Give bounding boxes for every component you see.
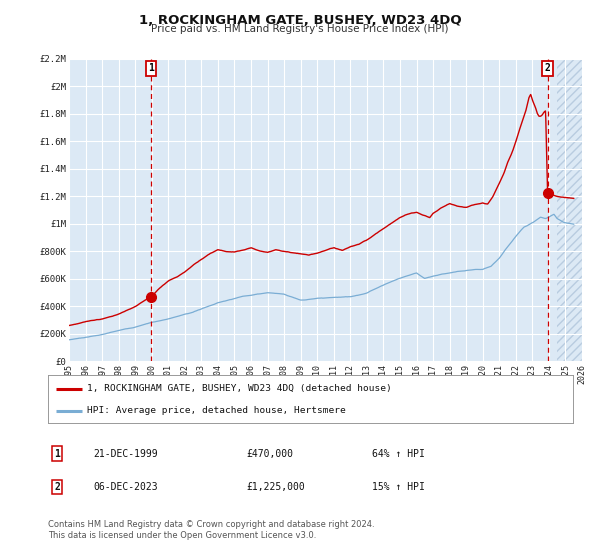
Text: Contains HM Land Registry data © Crown copyright and database right 2024.
This d: Contains HM Land Registry data © Crown c… <box>48 520 374 540</box>
Text: 06-DEC-2023: 06-DEC-2023 <box>93 482 158 492</box>
Text: 1, ROCKINGHAM GATE, BUSHEY, WD23 4DQ (detached house): 1, ROCKINGHAM GATE, BUSHEY, WD23 4DQ (de… <box>88 384 392 393</box>
Text: 1, ROCKINGHAM GATE, BUSHEY, WD23 4DQ: 1, ROCKINGHAM GATE, BUSHEY, WD23 4DQ <box>139 14 461 27</box>
Polygon shape <box>557 59 582 361</box>
Text: 1: 1 <box>54 449 60 459</box>
Text: 64% ↑ HPI: 64% ↑ HPI <box>372 449 425 459</box>
Text: Price paid vs. HM Land Registry's House Price Index (HPI): Price paid vs. HM Land Registry's House … <box>151 24 449 34</box>
Text: 15% ↑ HPI: 15% ↑ HPI <box>372 482 425 492</box>
Text: 21-DEC-1999: 21-DEC-1999 <box>93 449 158 459</box>
Text: 2: 2 <box>545 63 551 73</box>
Text: 2: 2 <box>54 482 60 492</box>
Text: 1: 1 <box>148 63 154 73</box>
Text: HPI: Average price, detached house, Hertsmere: HPI: Average price, detached house, Hert… <box>88 407 346 416</box>
Text: £470,000: £470,000 <box>246 449 293 459</box>
Text: £1,225,000: £1,225,000 <box>246 482 305 492</box>
